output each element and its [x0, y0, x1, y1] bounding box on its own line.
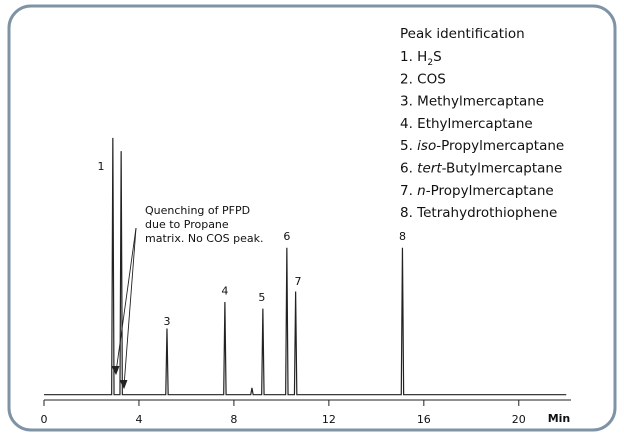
legend-item: 1. H2S	[400, 49, 442, 68]
legend-text: 3. Methylmercaptane	[400, 94, 544, 110]
peak-label: 6	[283, 230, 290, 243]
legend-text: 4. Ethylmercaptane	[400, 116, 533, 132]
annotation: Quenching of PFPD	[145, 204, 250, 217]
legend-text: 6.	[400, 161, 417, 177]
trace	[44, 137, 567, 396]
legend-title: Peak identification	[400, 26, 525, 42]
legend-text: 1. H	[400, 49, 427, 65]
annotation: matrix. No COS peak.	[145, 232, 263, 245]
legend-text: 2. COS	[400, 71, 446, 87]
x-tick-label: 16	[417, 413, 431, 426]
x-tick-label: 20	[512, 413, 526, 426]
legend-item: 2. COS	[400, 71, 446, 87]
legend-text: 7.	[400, 183, 417, 199]
legend-text: 8. Tetrahydrothiophene	[400, 205, 557, 221]
legend-item: 4. Ethylmercaptane	[400, 116, 533, 132]
x-tick-label: 0	[41, 413, 48, 426]
legend-text: -Propylmercaptane	[436, 138, 564, 154]
legend-item: 3. Methylmercaptane	[400, 94, 544, 110]
annotation: due to Propane	[145, 218, 229, 231]
peak-label: 5	[258, 291, 265, 304]
peak-label: 3	[163, 315, 170, 328]
legend-text: S	[433, 49, 442, 65]
x-tick-label: 8	[230, 413, 237, 426]
legend-item: 6. tert-Butylmercaptane	[400, 161, 562, 177]
legend-text: 5.	[400, 138, 417, 154]
frame	[7, 4, 617, 432]
legend-text: -Propylmercaptane	[426, 183, 554, 199]
peak-label: 1	[97, 160, 104, 173]
peak-label: 8	[399, 230, 406, 243]
legend-text: n	[417, 183, 426, 199]
peak-label: 4	[221, 285, 228, 298]
legend-text: -Butylmercaptane	[442, 161, 563, 177]
legend-item: 7. n-Propylmercaptane	[400, 183, 554, 199]
legend-text: iso	[417, 138, 436, 154]
legend-text: tert	[417, 161, 442, 177]
legend-text: 2	[427, 58, 433, 68]
x-axis-label: Min	[548, 412, 571, 425]
x-tick-label: 4	[135, 413, 142, 426]
x-tick-label: 12	[322, 413, 336, 426]
peak-label: 7	[295, 275, 302, 288]
legend-item: 5. iso-Propylmercaptane	[400, 138, 564, 154]
legend-item: 8. Tetrahydrothiophene	[400, 205, 557, 221]
